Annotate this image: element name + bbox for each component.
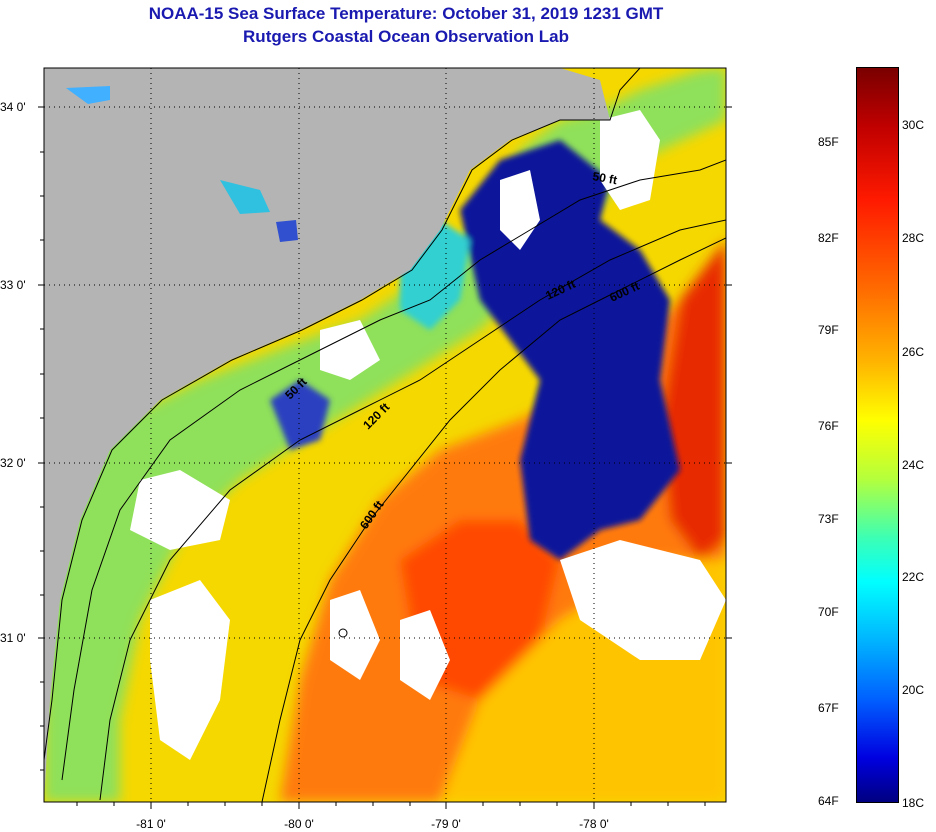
coastline <box>44 68 641 761</box>
colorbar-label-f: 70F <box>818 605 839 619</box>
contour-label-50ft: 50 ft <box>591 169 618 187</box>
colorbar-label-c: 24C <box>902 458 925 472</box>
cloud-cover <box>130 110 726 760</box>
contour-50ft <box>61 159 726 781</box>
lat-label-33: 33 0' <box>0 278 26 292</box>
tick-marks <box>38 106 732 809</box>
inland-lake <box>66 86 110 104</box>
colorbar-label-f: 76F <box>818 419 839 433</box>
colorbar-label-f: 79F <box>818 323 839 337</box>
map-frame <box>43 67 727 803</box>
lat-label-32: 32 0' <box>0 456 26 470</box>
lon-label-80: -80 0' <box>284 817 314 831</box>
colorbar-label-c: 30C <box>902 118 925 132</box>
colorbar-label-f: 85F <box>818 135 839 149</box>
colorbar-label-f: 73F <box>818 512 839 526</box>
lat-label-31: 31 0' <box>0 631 26 645</box>
colorbar-label-c: 22C <box>902 570 925 584</box>
colorbar-label-f: 82F <box>818 231 839 245</box>
map-plot-area: 50 ft 120 ft 600 ft 50 ft 120 ft 600 ft <box>44 68 726 802</box>
contour-120ft <box>99 219 726 801</box>
station-marker <box>338 628 348 638</box>
colorbar-label-f: 67F <box>818 701 839 715</box>
colorbar-label-c: 20C <box>902 683 925 697</box>
gulf-stream <box>660 240 726 560</box>
lon-label-79: -79 0' <box>431 817 461 831</box>
colorbar-label-c: 28C <box>902 231 925 245</box>
map-title: NOAA-15 Sea Surface Temperature: October… <box>148 4 664 23</box>
colorbar-label-f: 64F <box>818 794 839 808</box>
lat-label-34: 34 0' <box>0 100 26 114</box>
temperature-colorbar <box>856 67 899 803</box>
colorbar-label-c: 18C <box>902 796 925 810</box>
lon-label-78: -78 0' <box>579 817 609 831</box>
colorbar-label-c: 26C <box>902 345 925 359</box>
inland-lake <box>276 220 298 242</box>
land-mass <box>44 68 610 802</box>
map-subtitle: Rutgers Coastal Ocean Observation Lab <box>243 27 569 46</box>
lon-label-81: -81 0' <box>136 817 166 831</box>
graticule <box>44 68 726 802</box>
inland-lake <box>220 180 270 214</box>
